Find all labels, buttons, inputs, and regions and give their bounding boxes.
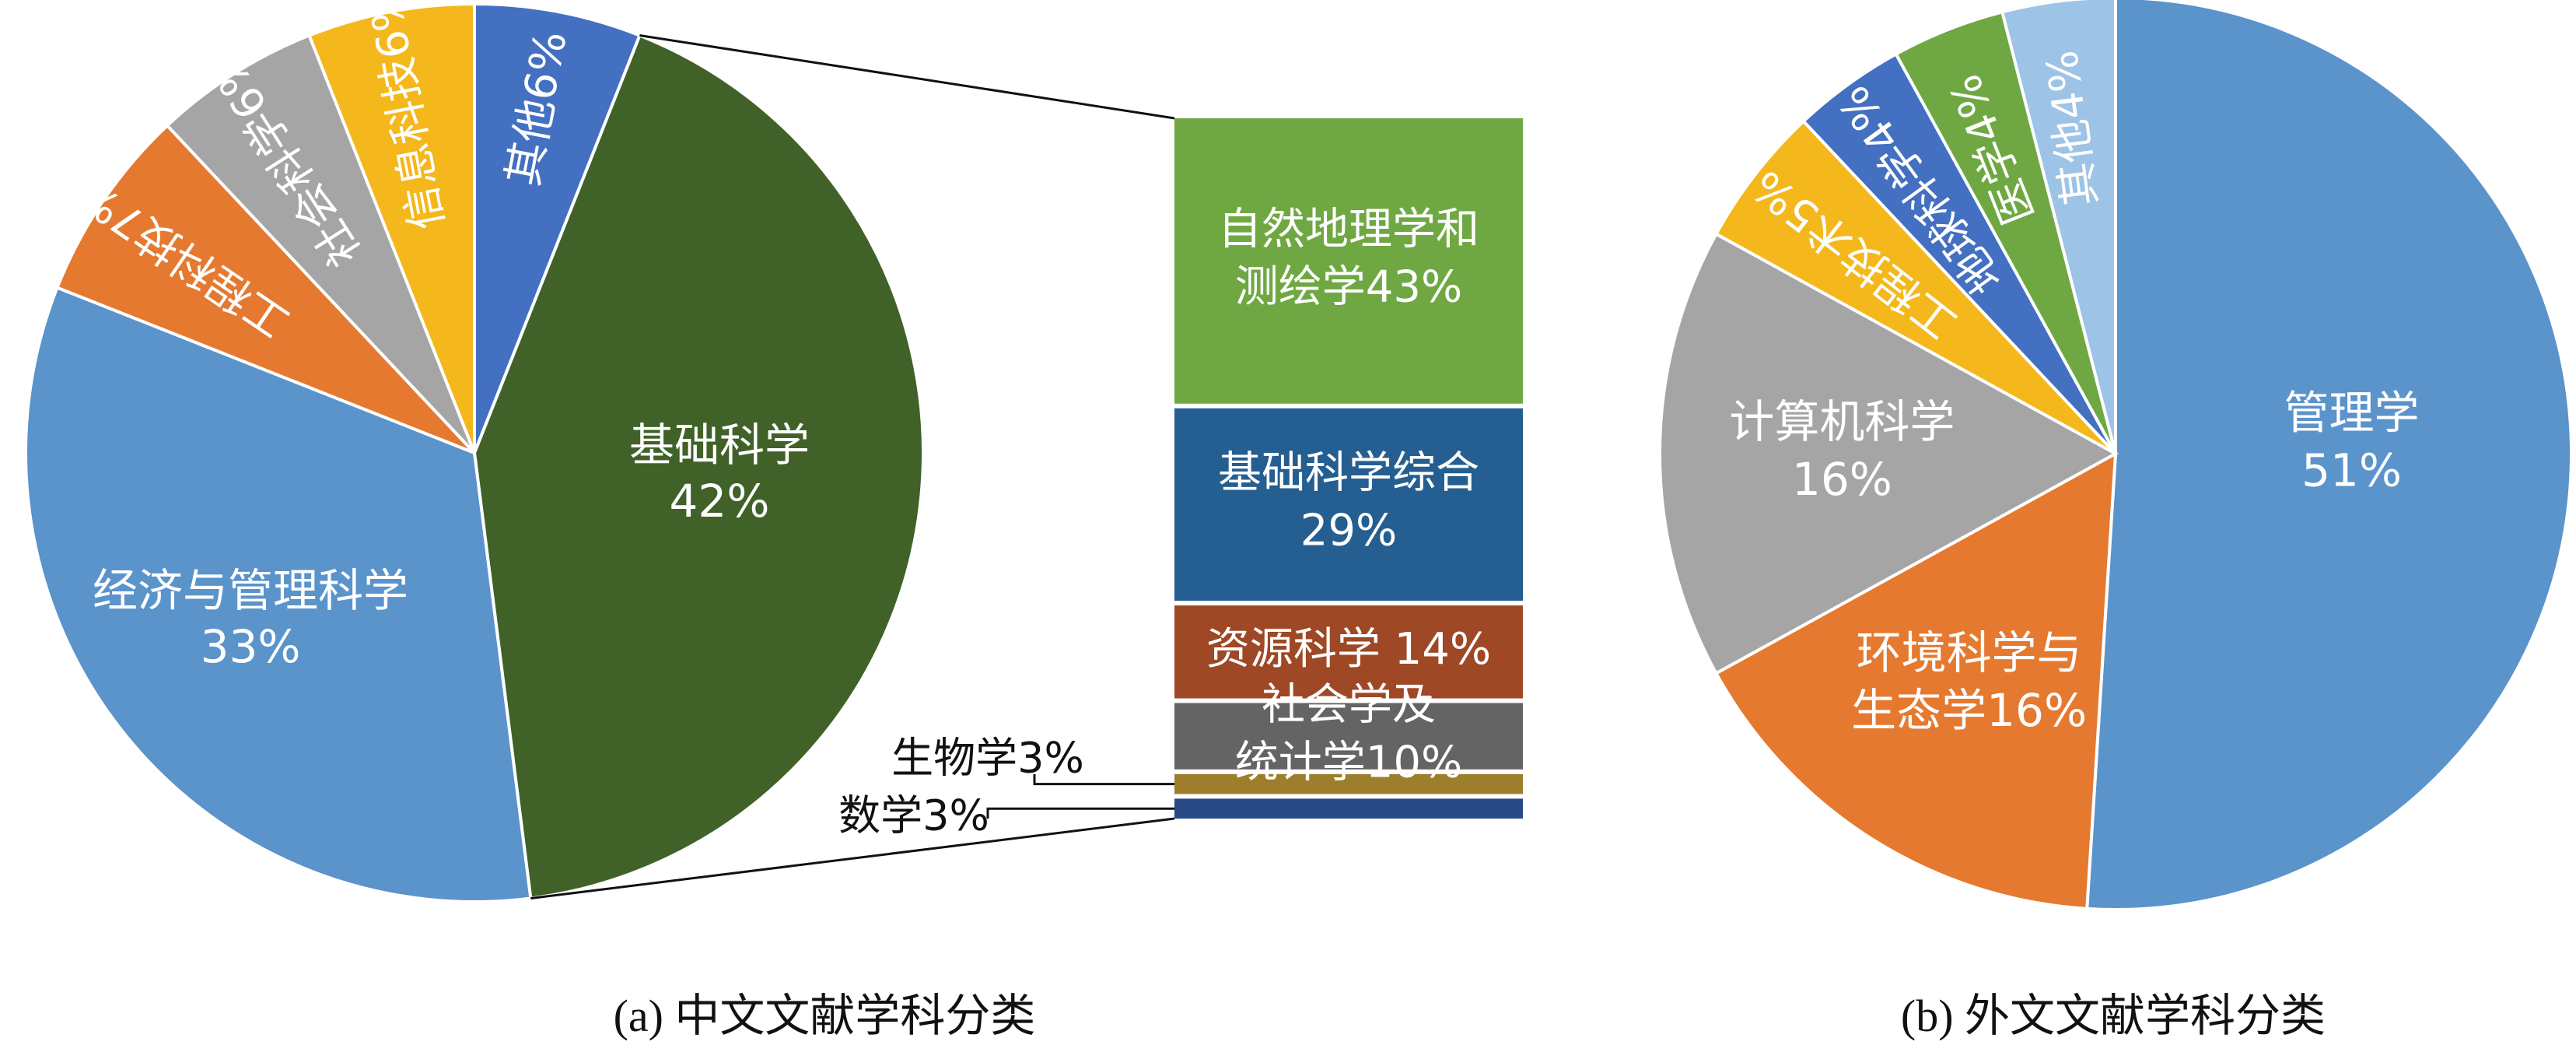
chart-a-slice-label-item-1-line: 经济与管理科学 xyxy=(93,564,408,617)
chart-a-slice-item-4 xyxy=(306,2,476,454)
chart-a-slice-label-item-1-line: 33% xyxy=(201,620,301,673)
caption-b: (b) 外文文献学科分类 xyxy=(1901,991,2326,1041)
chart-a-bar-label-item-0-line: 测绘学43% xyxy=(1235,262,1462,313)
chart-a-bar-segment-item-2 xyxy=(1174,605,1523,699)
chart-a-bar-label-item-1-line: 29% xyxy=(1300,506,1397,556)
chart-a-bar-label-item-5-line: 数学3% xyxy=(838,791,989,840)
chart-a-slice-item-2 xyxy=(54,123,476,454)
chart-b-slice-label-item-2-line: 16% xyxy=(1792,453,1892,506)
chart-a-bar-segment-item-1 xyxy=(1174,408,1523,601)
chart-a-bar-label-item-5: 数学3% xyxy=(838,791,989,840)
chart-b-slice-label-item-2-line: 计算机科学 xyxy=(1729,395,1955,448)
chart-a-slice-item-1 xyxy=(24,285,533,903)
chart-a-bar-segment-item-0 xyxy=(1174,118,1523,404)
chart-a-bar-label-item-4: 生物学3% xyxy=(891,734,1084,783)
chart-a-bar-segment-item-4 xyxy=(1174,773,1523,794)
chart-b-slice-item-3 xyxy=(1713,118,2117,455)
chart-b-slice-label-item-1-line: 生态学16% xyxy=(1851,684,2087,737)
chart-a-slice-item-3 xyxy=(165,33,476,454)
chart-a-bar-label-item-3-line: 社会学及 xyxy=(1262,679,1436,730)
chart-b-slice-label-item-0-line: 管理学 xyxy=(2284,386,2420,439)
chart-a-bar-label-item-2-line: 资源科学 14% xyxy=(1206,624,1491,675)
chart-a-connector-top xyxy=(639,34,1175,120)
chart-a-slice-label-item-0-line: 42% xyxy=(670,475,770,528)
chart-a-bar-label-item-2: 资源科学 14% xyxy=(1206,624,1491,675)
chart-a-slice-label-item-0-line: 基础科学 xyxy=(629,419,810,472)
chart-a-slice-item-0 xyxy=(472,33,925,900)
chart-b-slice-item-6 xyxy=(2000,0,2117,454)
chart-a-connector-bottom xyxy=(530,817,1175,899)
chart-b-slice-item-0 xyxy=(2085,0,2574,911)
chart-a-bar-callout-item-4 xyxy=(1033,774,1174,786)
chart-a-bar-segment-item-3 xyxy=(1174,703,1523,770)
chart-a-bar-label-item-3-line: 统计学10% xyxy=(1235,737,1462,787)
chart-b-slice-item-2 xyxy=(1657,231,2119,676)
chart-a-bar-callout-item-5 xyxy=(986,807,1174,819)
chart-a-bar-segment-item-5 xyxy=(1174,798,1523,819)
caption-a: (a) 中文文献学科分类 xyxy=(614,991,1036,1041)
chart-b-slice-item-1 xyxy=(1713,451,2118,910)
chart-a-bar-label-item-1-line: 基础科学综合 xyxy=(1218,448,1479,499)
chart-a-bar-label-item-0-line: 自然地理学和 xyxy=(1218,205,1479,255)
chart-b-slice-label-item-1-line: 环境科学与 xyxy=(1857,626,2082,679)
chart-a-bar-label-item-4-line: 生物学3% xyxy=(891,734,1084,783)
chart-b-slice-label-item-0-line: 51% xyxy=(2301,444,2402,496)
chart-a-slice-item-5 xyxy=(473,2,642,454)
chart-b-pie: 管理学51%环境科学与生态学16%计算机科学16%工程技术5%地球科学4%医学4… xyxy=(1657,0,2574,911)
chart-a-bar-label-item-1: 基础科学综合 29% xyxy=(1218,448,1479,556)
